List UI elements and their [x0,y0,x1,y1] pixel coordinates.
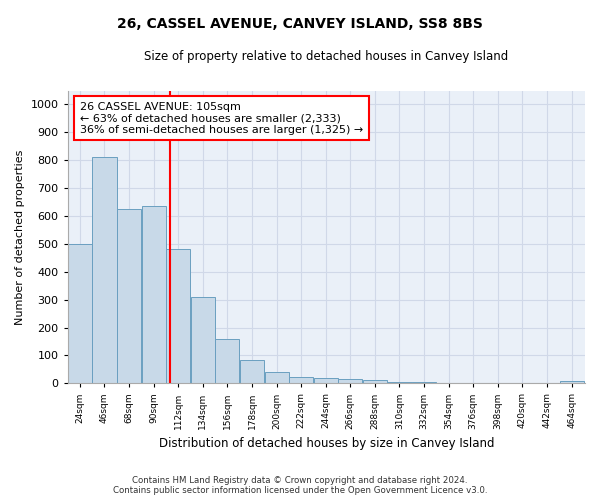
Bar [142,206,166,384]
Bar [338,379,362,384]
Bar [68,244,92,384]
Bar [289,377,313,384]
Bar [560,381,584,384]
Bar [437,382,461,384]
Bar [240,360,264,384]
Bar [412,382,436,384]
Text: Contains HM Land Registry data © Crown copyright and database right 2024.
Contai: Contains HM Land Registry data © Crown c… [113,476,487,495]
Bar [92,158,116,384]
Bar [363,380,387,384]
Bar [215,338,239,384]
Text: 26, CASSEL AVENUE, CANVEY ISLAND, SS8 8BS: 26, CASSEL AVENUE, CANVEY ISLAND, SS8 8B… [117,18,483,32]
X-axis label: Distribution of detached houses by size in Canvey Island: Distribution of detached houses by size … [158,437,494,450]
Bar [191,297,215,384]
Bar [265,372,289,384]
Text: 26 CASSEL AVENUE: 105sqm
← 63% of detached houses are smaller (2,333)
36% of sem: 26 CASSEL AVENUE: 105sqm ← 63% of detach… [80,102,363,135]
Y-axis label: Number of detached properties: Number of detached properties [15,149,25,324]
Bar [461,382,485,384]
Bar [117,209,141,384]
Bar [388,382,412,384]
Title: Size of property relative to detached houses in Canvey Island: Size of property relative to detached ho… [144,50,508,63]
Bar [166,250,190,384]
Bar [314,378,338,384]
